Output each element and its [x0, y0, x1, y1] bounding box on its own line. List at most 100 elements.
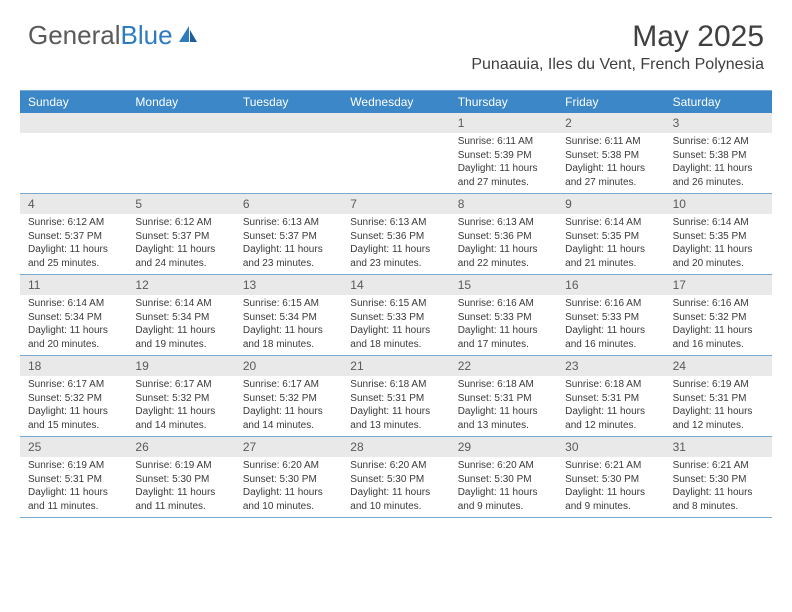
logo-text-2: Blue: [121, 20, 173, 51]
sunset-text: Sunset: 5:31 PM: [673, 392, 766, 406]
calendar-week: 11121314151617Sunrise: 6:14 AMSunset: 5:…: [20, 275, 772, 356]
sunset-text: Sunset: 5:32 PM: [28, 392, 121, 406]
day-number-cell: 28: [342, 437, 449, 457]
sunset-text: Sunset: 5:38 PM: [673, 149, 766, 163]
day-number-cell: 10: [665, 194, 772, 214]
day-number-cell: 23: [557, 356, 664, 376]
sunset-text: Sunset: 5:31 PM: [28, 473, 121, 487]
daylight-text: Daylight: 11 hours and 19 minutes.: [135, 324, 228, 351]
day-number-cell: 19: [127, 356, 234, 376]
sunset-text: Sunset: 5:32 PM: [135, 392, 228, 406]
day-detail-cell: Sunrise: 6:14 AMSunset: 5:35 PMDaylight:…: [557, 214, 664, 274]
logo-sail-icon: [177, 20, 199, 51]
weekday-header-cell: Tuesday: [235, 91, 342, 113]
sunrise-text: Sunrise: 6:18 AM: [458, 378, 551, 392]
weekday-header-cell: Thursday: [450, 91, 557, 113]
sunrise-text: Sunrise: 6:13 AM: [458, 216, 551, 230]
day-detail-cell: [20, 133, 127, 193]
day-number-cell: 7: [342, 194, 449, 214]
day-number-cell: [235, 113, 342, 133]
daylight-text: Daylight: 11 hours and 12 minutes.: [565, 405, 658, 432]
sunrise-text: Sunrise: 6:11 AM: [458, 135, 551, 149]
sunrise-text: Sunrise: 6:14 AM: [673, 216, 766, 230]
sunset-text: Sunset: 5:36 PM: [458, 230, 551, 244]
day-detail-cell: Sunrise: 6:15 AMSunset: 5:34 PMDaylight:…: [235, 295, 342, 355]
daylight-text: Daylight: 11 hours and 18 minutes.: [243, 324, 336, 351]
day-detail-cell: Sunrise: 6:20 AMSunset: 5:30 PMDaylight:…: [450, 457, 557, 517]
day-detail-cell: Sunrise: 6:16 AMSunset: 5:33 PMDaylight:…: [557, 295, 664, 355]
day-number-cell: 27: [235, 437, 342, 457]
sunrise-text: Sunrise: 6:20 AM: [350, 459, 443, 473]
calendar-week: 18192021222324Sunrise: 6:17 AMSunset: 5:…: [20, 356, 772, 437]
sunrise-text: Sunrise: 6:12 AM: [673, 135, 766, 149]
sunset-text: Sunset: 5:34 PM: [243, 311, 336, 325]
sunrise-text: Sunrise: 6:17 AM: [243, 378, 336, 392]
day-number-cell: 2: [557, 113, 664, 133]
daylight-text: Daylight: 11 hours and 27 minutes.: [458, 162, 551, 189]
day-detail-cell: Sunrise: 6:12 AMSunset: 5:37 PMDaylight:…: [127, 214, 234, 274]
logo-text-1: General: [28, 20, 121, 51]
calendar-week: 45678910Sunrise: 6:12 AMSunset: 5:37 PMD…: [20, 194, 772, 275]
day-detail-cell: Sunrise: 6:16 AMSunset: 5:32 PMDaylight:…: [665, 295, 772, 355]
daylight-text: Daylight: 11 hours and 8 minutes.: [673, 486, 766, 513]
sunset-text: Sunset: 5:30 PM: [243, 473, 336, 487]
weekday-header-cell: Saturday: [665, 91, 772, 113]
sunrise-text: Sunrise: 6:14 AM: [565, 216, 658, 230]
day-number-cell: 29: [450, 437, 557, 457]
day-number-cell: 16: [557, 275, 664, 295]
day-number-cell: 11: [20, 275, 127, 295]
daylight-text: Daylight: 11 hours and 16 minutes.: [673, 324, 766, 351]
daylight-text: Daylight: 11 hours and 26 minutes.: [673, 162, 766, 189]
day-number-cell: 15: [450, 275, 557, 295]
sunrise-text: Sunrise: 6:21 AM: [565, 459, 658, 473]
sunrise-text: Sunrise: 6:12 AM: [135, 216, 228, 230]
day-number-cell: [127, 113, 234, 133]
page-header: GeneralBlue May 2025 Punaauia, Iles du V…: [0, 0, 792, 82]
sunset-text: Sunset: 5:33 PM: [458, 311, 551, 325]
sunset-text: Sunset: 5:39 PM: [458, 149, 551, 163]
daylight-text: Daylight: 11 hours and 9 minutes.: [565, 486, 658, 513]
day-detail-cell: Sunrise: 6:20 AMSunset: 5:30 PMDaylight:…: [342, 457, 449, 517]
day-detail-cell: Sunrise: 6:17 AMSunset: 5:32 PMDaylight:…: [235, 376, 342, 436]
daylight-text: Daylight: 11 hours and 25 minutes.: [28, 243, 121, 270]
sunset-text: Sunset: 5:37 PM: [135, 230, 228, 244]
day-detail-cell: Sunrise: 6:18 AMSunset: 5:31 PMDaylight:…: [557, 376, 664, 436]
daylight-text: Daylight: 11 hours and 23 minutes.: [243, 243, 336, 270]
daylight-text: Daylight: 11 hours and 23 minutes.: [350, 243, 443, 270]
day-detail-cell: Sunrise: 6:16 AMSunset: 5:33 PMDaylight:…: [450, 295, 557, 355]
daylight-text: Daylight: 11 hours and 20 minutes.: [673, 243, 766, 270]
daylight-text: Daylight: 11 hours and 22 minutes.: [458, 243, 551, 270]
daylight-text: Daylight: 11 hours and 15 minutes.: [28, 405, 121, 432]
sunset-text: Sunset: 5:33 PM: [565, 311, 658, 325]
sunset-text: Sunset: 5:32 PM: [243, 392, 336, 406]
day-number-cell: 21: [342, 356, 449, 376]
weekday-header-cell: Friday: [557, 91, 664, 113]
sunrise-text: Sunrise: 6:16 AM: [565, 297, 658, 311]
sunrise-text: Sunrise: 6:11 AM: [565, 135, 658, 149]
sunrise-text: Sunrise: 6:13 AM: [350, 216, 443, 230]
day-detail-cell: Sunrise: 6:14 AMSunset: 5:34 PMDaylight:…: [127, 295, 234, 355]
day-number-cell: 9: [557, 194, 664, 214]
sunrise-text: Sunrise: 6:20 AM: [243, 459, 336, 473]
daylight-text: Daylight: 11 hours and 10 minutes.: [243, 486, 336, 513]
day-detail-cell: [127, 133, 234, 193]
weekday-header-cell: Monday: [127, 91, 234, 113]
daylight-text: Daylight: 11 hours and 17 minutes.: [458, 324, 551, 351]
day-number-cell: 3: [665, 113, 772, 133]
sunrise-text: Sunrise: 6:12 AM: [28, 216, 121, 230]
day-detail-cell: Sunrise: 6:13 AMSunset: 5:37 PMDaylight:…: [235, 214, 342, 274]
daylight-text: Daylight: 11 hours and 16 minutes.: [565, 324, 658, 351]
day-detail-cell: Sunrise: 6:18 AMSunset: 5:31 PMDaylight:…: [450, 376, 557, 436]
day-detail-cell: Sunrise: 6:19 AMSunset: 5:31 PMDaylight:…: [20, 457, 127, 517]
day-detail-cell: Sunrise: 6:13 AMSunset: 5:36 PMDaylight:…: [450, 214, 557, 274]
day-number-cell: 30: [557, 437, 664, 457]
sunrise-text: Sunrise: 6:15 AM: [243, 297, 336, 311]
sunset-text: Sunset: 5:30 PM: [135, 473, 228, 487]
weekday-header-cell: Wednesday: [342, 91, 449, 113]
day-number-cell: 22: [450, 356, 557, 376]
sunrise-text: Sunrise: 6:14 AM: [28, 297, 121, 311]
sunset-text: Sunset: 5:33 PM: [350, 311, 443, 325]
daylight-text: Daylight: 11 hours and 14 minutes.: [243, 405, 336, 432]
daylight-text: Daylight: 11 hours and 21 minutes.: [565, 243, 658, 270]
day-number-cell: 26: [127, 437, 234, 457]
